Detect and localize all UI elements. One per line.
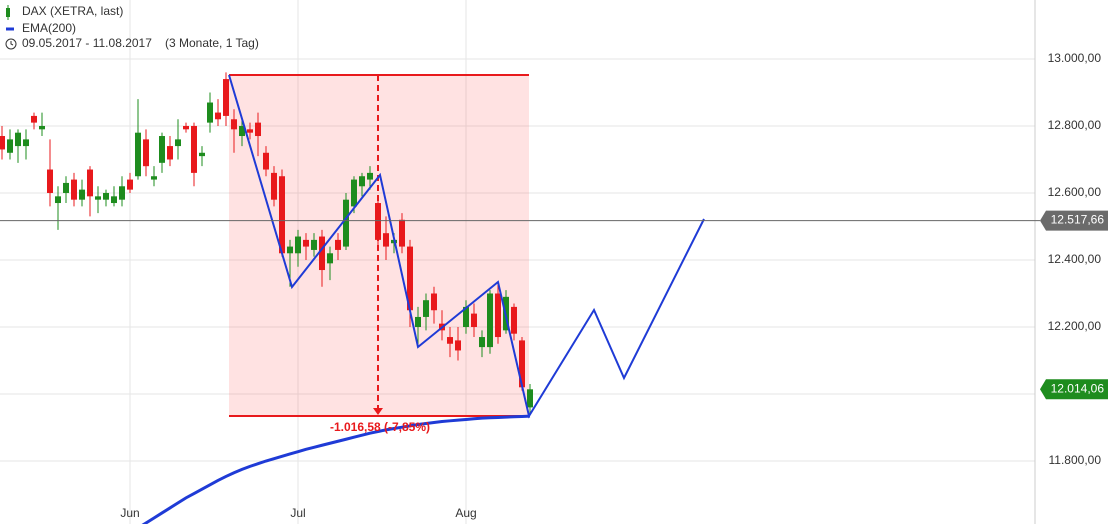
candle-body	[159, 136, 165, 163]
candle-body	[303, 239, 309, 247]
y-tick-label: 11.800,00	[1049, 453, 1102, 467]
candle-body	[383, 233, 389, 247]
candle-body	[279, 176, 285, 254]
candle-body	[367, 172, 373, 180]
candle-body	[39, 125, 45, 130]
candle-body	[7, 139, 13, 153]
candle-body	[447, 337, 453, 344]
candle-body	[335, 239, 341, 250]
candle-body	[287, 246, 293, 254]
candle-body	[239, 125, 245, 137]
candle-body	[455, 340, 461, 351]
candle-body	[471, 313, 477, 327]
candle-body	[519, 340, 525, 388]
candle-body	[127, 179, 133, 190]
ema-line	[141, 414, 531, 524]
candle-body	[343, 199, 349, 247]
candle-body	[359, 176, 365, 187]
candle-body	[0, 136, 5, 150]
clock-icon	[5, 38, 17, 50]
candle-body	[463, 306, 469, 327]
candle-body	[199, 152, 205, 157]
candle-body	[319, 236, 325, 271]
candle-body	[399, 219, 405, 247]
x-tick-label: Jul	[290, 506, 305, 520]
candle-body	[215, 112, 221, 120]
reference-label: 12.517,66	[1051, 213, 1105, 227]
candle-body	[223, 79, 229, 116]
y-tick-label: 12.200,00	[1048, 319, 1102, 333]
candle-body	[527, 389, 533, 408]
clock-icon	[10, 41, 14, 46]
candle-body	[407, 246, 413, 311]
reference-badge	[1040, 210, 1108, 231]
candle-body	[23, 139, 29, 147]
candle-body	[15, 132, 21, 147]
candle-body	[151, 176, 157, 180]
legend-label: EMA(200)	[22, 21, 76, 35]
candle-body	[183, 125, 189, 130]
legend-label: DAX (XETRA, last)	[22, 4, 123, 18]
candle-body	[143, 139, 149, 167]
candle-body	[247, 129, 253, 133]
arrow-head	[373, 408, 383, 415]
y-tick-label: 12.800,00	[1048, 118, 1102, 132]
candle-body	[79, 189, 85, 200]
x-tick-label: Aug	[455, 506, 476, 520]
candle-body	[263, 152, 269, 170]
marks	[0, 72, 533, 524]
last-price-label: 12.014,06	[1051, 381, 1105, 395]
candle-body	[119, 186, 125, 200]
candle-body	[167, 146, 173, 160]
candle-body	[255, 122, 261, 137]
candle-body	[47, 169, 53, 193]
candle-body	[111, 196, 117, 204]
candle-body	[375, 203, 381, 240]
y-tick-label: 12.400,00	[1048, 252, 1102, 266]
candle-body	[487, 293, 493, 348]
candle-body	[431, 293, 437, 311]
candle-body	[415, 316, 421, 327]
candle-body	[103, 192, 109, 200]
candle-body	[207, 102, 213, 123]
candle-body	[511, 306, 517, 334]
candle-body	[55, 196, 61, 204]
candle-body	[311, 239, 317, 250]
interval: (3 Monate, 1 Tag)	[165, 36, 259, 50]
candle-body	[175, 139, 181, 147]
candle-body	[191, 125, 197, 173]
candle-body	[95, 196, 101, 200]
period: 09.05.2017 - 11.08.2017	[22, 36, 152, 50]
candle-body	[135, 132, 141, 177]
grid	[0, 0, 1036, 524]
y-tick-label: 13.000,00	[1048, 51, 1102, 65]
candle-body	[479, 337, 485, 348]
candle-body	[423, 300, 429, 317]
candle-body	[327, 253, 333, 264]
candle-body	[63, 182, 69, 193]
candle-body	[495, 293, 501, 338]
candle-body	[87, 169, 93, 197]
candle-body	[271, 172, 277, 200]
candle-body	[71, 179, 77, 200]
candle-body	[231, 119, 237, 130]
last-price-badge	[1040, 379, 1108, 400]
legend: DAX (XETRA, last) EMA(200) 09.05.2017 - …	[5, 4, 259, 50]
candle-body	[295, 236, 301, 254]
y-tick-label: 12.600,00	[1048, 185, 1102, 199]
range-label: -1.016,58 (-7,85%)	[330, 420, 430, 434]
candle-body	[351, 179, 357, 207]
x-tick-label: Jun	[120, 506, 139, 520]
zigzag-drawing	[228, 74, 705, 419]
candle-body	[31, 115, 37, 123]
